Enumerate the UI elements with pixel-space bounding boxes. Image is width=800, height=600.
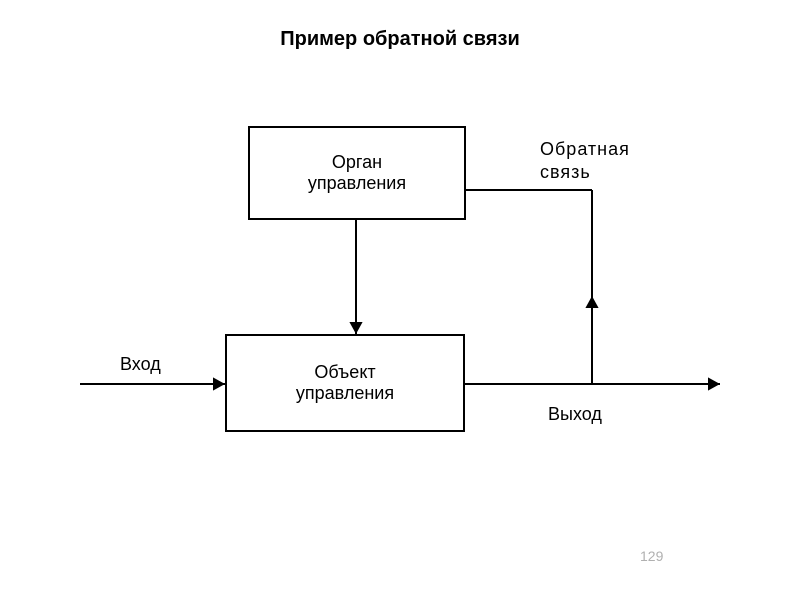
- label-output: Выход: [548, 404, 602, 425]
- arrows-layer: [0, 0, 800, 600]
- label-input: Вход: [120, 354, 161, 375]
- node-control-object: Объект управления: [225, 334, 465, 432]
- node-control-organ-label: Орган управления: [308, 152, 406, 194]
- label-feedback: Обратная связь: [540, 138, 630, 183]
- node-control-object-label: Объект управления: [296, 362, 394, 404]
- page-number: 129: [640, 548, 663, 564]
- diagram-title: Пример обратной связи: [0, 28, 800, 51]
- node-control-organ: Орган управления: [248, 126, 466, 220]
